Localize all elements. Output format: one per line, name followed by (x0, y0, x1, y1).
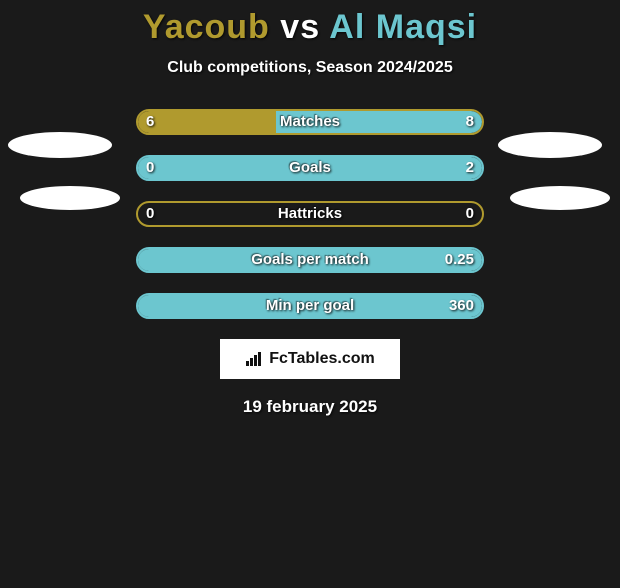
avatar-placeholder-mid-right (510, 186, 610, 210)
bar-track (136, 293, 484, 319)
brand-text: FcTables.com (269, 350, 375, 368)
avatar-placeholder-top-right (498, 132, 602, 158)
stat-row: Hattricks00 (136, 201, 484, 227)
subtitle: Club competitions, Season 2024/2025 (0, 59, 620, 77)
bar-track (136, 155, 484, 181)
bar-fill-right (138, 295, 482, 317)
bar-fill-right (138, 249, 482, 271)
bar-fill-left (138, 111, 276, 133)
stat-row: Goals per match0.25 (136, 247, 484, 273)
bar-track (136, 109, 484, 135)
stat-row: Goals02 (136, 155, 484, 181)
brand-badge: FcTables.com (220, 339, 400, 379)
title-player2: Al Maqsi (329, 8, 477, 46)
avatar-placeholder-top-left (8, 132, 112, 158)
bar-fill-right (276, 111, 482, 133)
stat-row: Min per goal360 (136, 293, 484, 319)
bar-track (136, 201, 484, 227)
bar-fill-right (138, 157, 482, 179)
title-vs: vs (280, 8, 320, 46)
page-title: Yacoub vs Al Maqsi (0, 8, 620, 47)
stat-row: Matches68 (136, 109, 484, 135)
title-player1: Yacoub (143, 8, 270, 46)
bar-track (136, 247, 484, 273)
avatar-placeholder-mid-left (20, 186, 120, 210)
chart-icon (245, 351, 265, 367)
footer-date: 19 february 2025 (0, 397, 620, 417)
